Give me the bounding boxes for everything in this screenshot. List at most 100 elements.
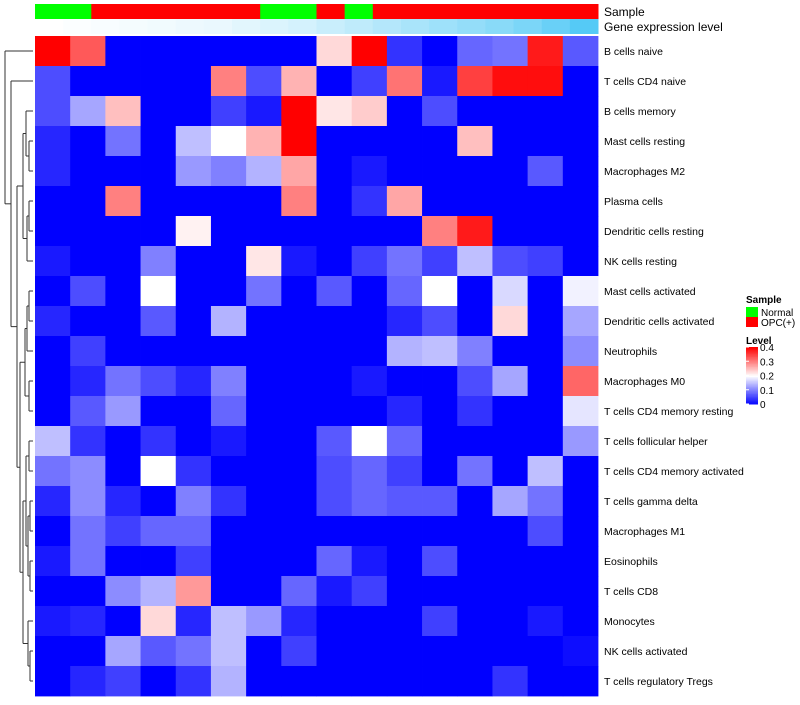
heatmap-cell	[562, 516, 599, 547]
level-legend-gradient-step	[746, 376, 758, 379]
sample-annotation-cell	[541, 4, 571, 19]
heatmap-cell	[140, 126, 177, 157]
heatmap-cell	[527, 126, 564, 157]
heatmap-cell	[316, 96, 353, 127]
heatmap-cell	[246, 186, 282, 217]
level-legend-gradient-step	[746, 385, 758, 388]
heatmap-cell	[35, 156, 71, 187]
row-label: Macrophages M0	[604, 376, 685, 388]
heatmap-cell	[281, 516, 317, 547]
row-label: T cells follicular helper	[604, 436, 708, 448]
heatmap-cell	[422, 36, 458, 67]
expression-annotation-cell	[63, 19, 92, 34]
heatmap-cell	[175, 276, 212, 307]
row-label: Monocytes	[604, 616, 655, 628]
expression-annotation-cell	[400, 19, 430, 34]
heatmap-cell	[492, 336, 529, 367]
heatmap-cell	[35, 36, 71, 67]
heatmap-cell	[246, 66, 282, 97]
heatmap-cell	[70, 186, 106, 217]
heatmap-cell	[351, 276, 388, 307]
heatmap-cell	[492, 576, 529, 607]
heatmap-cell	[140, 246, 177, 277]
heatmap-cell	[70, 666, 106, 697]
heatmap-cell	[210, 636, 247, 667]
row-label: Eosinophils	[604, 556, 658, 568]
row-labels: B cells naive T cells CD4 naive B cells me…	[604, 46, 744, 688]
heatmap-cell	[457, 66, 493, 97]
heatmap-cell	[140, 36, 177, 67]
expression-annotation-cell	[316, 19, 346, 34]
heatmap-cell	[527, 216, 564, 247]
heatmap-cell	[527, 636, 564, 667]
expression-annotation-cell	[541, 19, 571, 34]
heatmap-cell	[281, 126, 317, 157]
heatmap-cell	[210, 546, 247, 577]
heatmap-cell	[422, 336, 458, 367]
heatmap-cell	[562, 66, 599, 97]
level-legend-gradient-step	[746, 352, 758, 355]
heatmap-cell	[35, 126, 71, 157]
heatmap-cell	[105, 36, 141, 67]
heatmap-cell	[316, 456, 353, 487]
heatmap-cell	[351, 426, 388, 457]
heatmap-cell	[105, 66, 141, 97]
heatmap-cell	[351, 66, 388, 97]
heatmap-cell	[105, 246, 141, 277]
heatmap-cell	[351, 36, 388, 67]
level-legend-gradient-step	[746, 368, 758, 371]
heatmap-cell	[246, 516, 282, 547]
heatmap-cell	[316, 66, 353, 97]
sample-annotation-cell	[316, 4, 346, 19]
heatmap-cell	[175, 606, 212, 637]
heatmap-cell	[35, 486, 71, 517]
heatmap-cell	[175, 246, 212, 277]
heatmap-cell	[140, 276, 177, 307]
heatmap-cell	[281, 396, 317, 427]
heatmap-cell	[527, 186, 564, 217]
heatmap-cell	[35, 636, 71, 667]
row-label: Macrophages M2	[604, 166, 685, 178]
heatmap-cell	[492, 456, 529, 487]
heatmap-cell	[351, 546, 388, 577]
level-legend-tick-label: 0.1	[760, 386, 774, 397]
level-legend-gradient-step	[746, 356, 758, 359]
heatmap-cell	[527, 516, 564, 547]
sample-annotation-cell	[119, 4, 149, 19]
heatmap-cell	[386, 156, 423, 187]
heatmap-cell	[351, 126, 388, 157]
heatmap-cell	[316, 186, 353, 217]
heatmap-cell	[527, 156, 564, 187]
heatmap-cell	[70, 126, 106, 157]
row-label: Mast cells activated	[604, 286, 696, 298]
heatmap-cell	[246, 276, 282, 307]
heatmap-cell	[35, 516, 71, 547]
heatmap-cell	[492, 396, 529, 427]
level-legend-gradient-step	[746, 395, 758, 398]
heatmap-cell	[492, 276, 529, 307]
heatmap-cell	[210, 336, 247, 367]
level-legend-tick-label: 0.3	[760, 357, 774, 368]
heatmap-cell	[140, 336, 177, 367]
heatmap-cell	[527, 96, 564, 127]
heatmap-cell	[35, 576, 71, 607]
heatmap-cell	[281, 456, 317, 487]
heatmap-cell	[105, 306, 141, 337]
heatmap-cell	[492, 636, 529, 667]
sample-annotation-cell	[429, 4, 458, 19]
heatmap-cell	[35, 456, 71, 487]
expression-annotation-cell	[203, 19, 233, 34]
row-label: Macrophages M1	[604, 526, 685, 538]
heatmap-cell	[457, 396, 493, 427]
sample-annotation-cell	[372, 4, 402, 19]
heatmap-cell	[281, 276, 317, 307]
heatmap-cell	[422, 456, 458, 487]
heatmap-cell	[562, 246, 599, 277]
heatmap-cell	[316, 216, 353, 247]
sample-annotation-cell	[147, 4, 177, 19]
heatmap-cell	[175, 486, 212, 517]
heatmap-cell	[140, 486, 177, 517]
level-legend-gradient-step	[746, 349, 758, 352]
heatmap-cell	[281, 576, 317, 607]
sample-legend-swatch	[746, 307, 758, 317]
